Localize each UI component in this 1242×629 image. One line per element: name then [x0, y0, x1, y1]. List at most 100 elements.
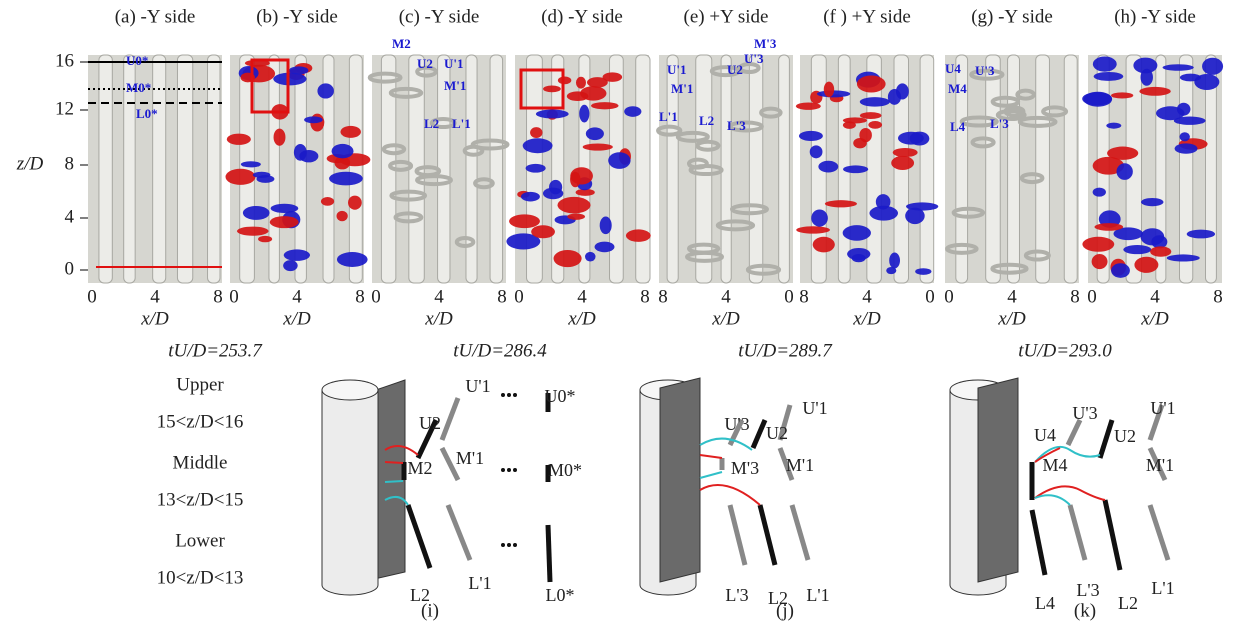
x-tick-label: 8 — [640, 286, 650, 307]
y-tick-label: 12 — [55, 98, 74, 119]
ellipsis-dot — [513, 393, 517, 397]
panel-title: (g) -Y side — [971, 6, 1053, 27]
x-tick-label: 8 — [497, 286, 507, 307]
level-name: Middle — [173, 452, 228, 473]
annotation: L4 — [950, 119, 966, 134]
vortex-tube — [99, 55, 112, 283]
link-curve — [700, 485, 760, 505]
x-tick-label: 8 — [1070, 286, 1080, 307]
vortex-blob — [1150, 246, 1171, 256]
x-tick-label: 0 — [944, 286, 954, 307]
vortex-blob — [843, 225, 871, 241]
panel-title: (f ) +Y side — [823, 6, 911, 27]
vortex-blob — [810, 145, 823, 158]
vortex-segment — [753, 420, 765, 448]
vortex-blob — [859, 128, 872, 142]
x-tick-label: 4 — [1007, 286, 1017, 307]
ellipsis-dot — [513, 543, 517, 547]
figure: (a) -Y side048x/DU0*M0*L0*(b) -Y side048… — [0, 0, 1242, 629]
vortex-blob — [608, 152, 630, 169]
vortex-blob — [270, 216, 299, 228]
vortex-segment — [730, 505, 745, 565]
vortex-segment — [792, 505, 808, 560]
schematic-label: U2 — [1114, 426, 1136, 446]
vortex-tube — [986, 55, 1001, 283]
level-range: 15<z/D<16 — [157, 411, 244, 432]
vortex-blob — [889, 253, 900, 269]
plate — [978, 378, 1018, 582]
vortex-blob — [1082, 92, 1112, 105]
vortex-blob — [906, 202, 938, 210]
annotation: M'3 — [754, 36, 777, 51]
vortex-blob — [852, 254, 866, 262]
annotation: U'3 — [975, 63, 995, 78]
annotation: L'1 — [659, 109, 678, 124]
vortex-blob — [1134, 257, 1158, 273]
vortex-segment — [1105, 500, 1120, 570]
vortex-blob — [226, 169, 256, 185]
schematic-label: L'3 — [1076, 580, 1099, 600]
annotation: U2 — [727, 62, 743, 77]
panel-title: (b) -Y side — [256, 6, 338, 27]
ellipsis-dot — [507, 468, 511, 472]
vortex-blob — [321, 197, 334, 206]
vortex-blob — [554, 250, 582, 267]
schematic-label: U4 — [1034, 425, 1056, 445]
vortex-blob — [329, 172, 363, 186]
schematic-label: M'1 — [786, 455, 814, 475]
x-tick-label: 4 — [577, 286, 587, 307]
vortex-blob — [1094, 223, 1123, 231]
schematic-label: U2 — [766, 423, 788, 443]
annotation: U2 — [417, 56, 433, 71]
vortex-blob — [915, 268, 931, 275]
vortex-blob — [585, 252, 595, 262]
vortex-blob — [888, 89, 901, 105]
annotation: M'1 — [444, 78, 466, 93]
annotation: M4 — [948, 81, 967, 96]
vortex-blob — [600, 217, 612, 235]
vortex-blob — [1141, 198, 1163, 206]
annotation: U0* — [126, 53, 148, 68]
vortex-blob — [284, 249, 310, 261]
x-tick-label: 0 — [514, 286, 524, 307]
vortex-blob — [241, 161, 261, 167]
schematic-label: M0* — [548, 460, 582, 480]
x-tick-label: 8 — [213, 286, 223, 307]
panel-title: (a) -Y side — [115, 6, 196, 27]
vortex-blob — [536, 110, 569, 119]
vortex-blob — [1106, 123, 1121, 129]
schematic-label: M'1 — [1146, 455, 1174, 475]
annotation: M0* — [126, 80, 151, 95]
vortex-blob — [1139, 87, 1170, 96]
y-tick-label: 0 — [65, 258, 75, 279]
vortex-tube — [1064, 55, 1077, 283]
vortex-blob — [253, 172, 271, 178]
annotation: L2 — [424, 116, 439, 131]
vortex-segment — [760, 505, 775, 565]
x-tick-label: 4 — [292, 286, 302, 307]
x-tick-label: 4 — [862, 286, 872, 307]
annotation: L0* — [136, 106, 158, 121]
vortex-tube — [1180, 55, 1193, 283]
vortex-blob — [570, 172, 580, 187]
x-tick-label: 4 — [434, 286, 444, 307]
vortex-blob — [273, 73, 306, 86]
vortex-blob — [1093, 188, 1106, 197]
vortex-blob — [811, 210, 828, 227]
vortex-blob — [868, 121, 882, 129]
vortex-blob — [1202, 58, 1223, 75]
vortex-blob — [1151, 235, 1167, 248]
schematic-label: L0* — [546, 585, 575, 605]
schematic-label: L'3 — [725, 585, 748, 605]
annotation: U4 — [945, 61, 961, 76]
x-tick-label: 0 — [925, 286, 935, 307]
x-tick-label: 0 — [229, 286, 239, 307]
vortex-blob — [558, 76, 571, 84]
vortex-tube — [779, 55, 790, 283]
vortex-tube — [466, 55, 477, 283]
vortex-blob — [340, 126, 361, 138]
vortex-blob — [558, 197, 591, 213]
vortex-blob — [579, 105, 589, 123]
vortex-blob — [796, 102, 821, 109]
link-curve — [385, 462, 403, 463]
